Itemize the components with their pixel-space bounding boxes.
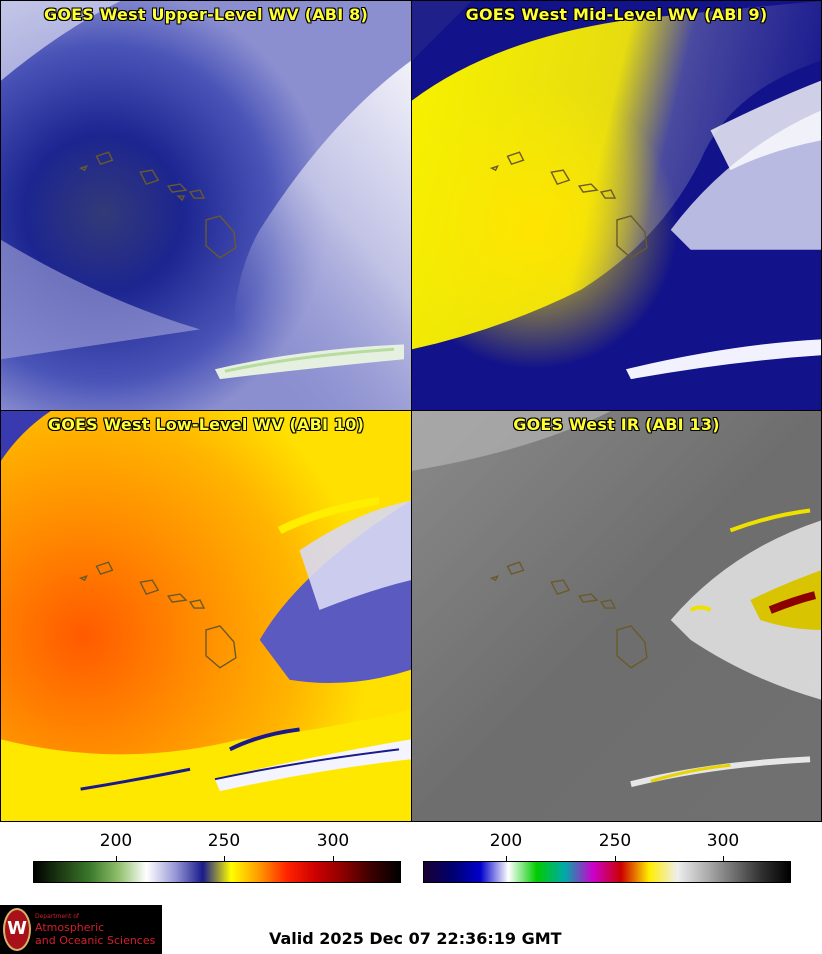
upper-level-wv-image: [1, 1, 411, 410]
valid-time: Valid 2025 Dec 07 22:36:19 GMT: [269, 929, 562, 948]
ir-colorbar-tick: [506, 856, 507, 862]
low-level-wv-image: [1, 411, 411, 821]
wv-colorbar-tick: [116, 856, 117, 862]
wv-colorbar: [33, 861, 401, 883]
logo-department-text: Department of: [35, 913, 79, 920]
uw-seal-icon: W: [3, 908, 31, 951]
low-level-wv-title: GOES West Low-Level WV (ABI 10): [47, 415, 365, 434]
upper-level-wv-panel: GOES West Upper-Level WV (ABI 8): [0, 0, 412, 411]
ir-image: [412, 411, 821, 821]
logo-line1: Atmospheric: [35, 921, 105, 934]
ir-colorbar-tick-label: 250: [598, 831, 632, 851]
aos-logo[interactable]: W Department of Atmospheric and Oceanic …: [0, 905, 162, 954]
wv-colorbar-tick: [224, 856, 225, 862]
mid-level-wv-panel: GOES West Mid-Level WV (ABI 9): [411, 0, 822, 411]
ir-title: GOES West IR (ABI 13): [513, 415, 720, 434]
upper-level-wv-title: GOES West Upper-Level WV (ABI 8): [44, 5, 368, 24]
wv-colorbar-tick-label: 200: [99, 831, 133, 851]
ir-colorbar-tick: [723, 856, 724, 862]
mid-level-wv-image: [412, 1, 821, 410]
ir-colorbar-tick-label: 300: [706, 831, 740, 851]
ir-panel: GOES West IR (ABI 13): [411, 410, 822, 822]
mid-level-wv-title: GOES West Mid-Level WV (ABI 9): [465, 5, 768, 24]
wv-colorbar-tick-label: 250: [207, 831, 241, 851]
wv-colorbar-tick-label: 300: [316, 831, 350, 851]
ir-colorbar: [423, 861, 791, 883]
ir-colorbar-tick-label: 200: [489, 831, 523, 851]
ir-colorbar-tick: [615, 856, 616, 862]
low-level-wv-panel: GOES West Low-Level WV (ABI 10): [0, 410, 412, 822]
logo-line2: and Oceanic Sciences: [35, 934, 156, 947]
wv-colorbar-tick: [333, 856, 334, 862]
